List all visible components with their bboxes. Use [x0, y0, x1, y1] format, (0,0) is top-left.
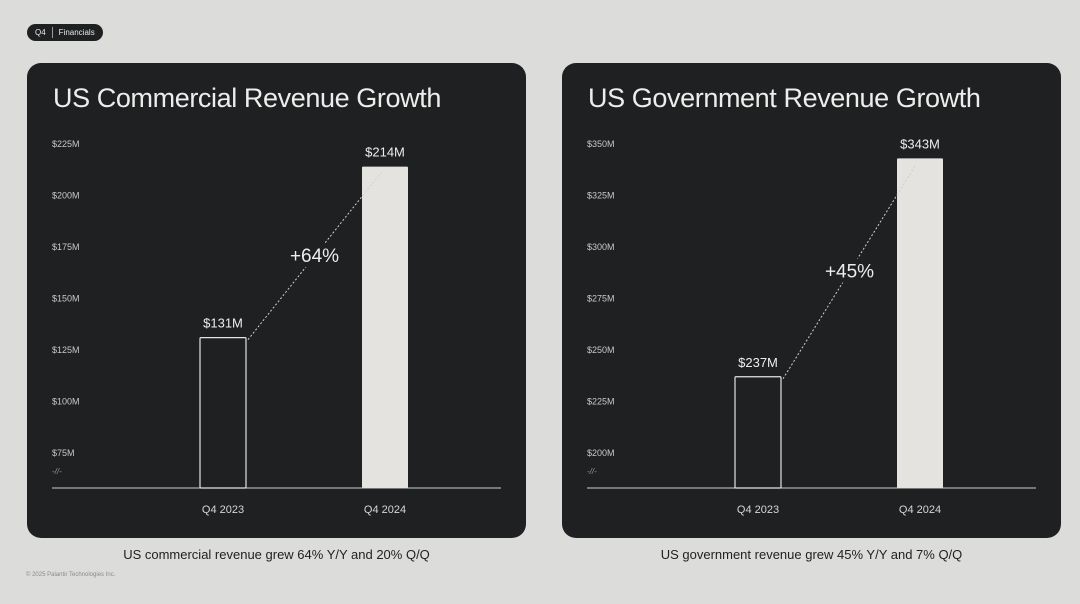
y-tick-label: $325M: [587, 191, 615, 201]
growth-label-backdrop: [284, 243, 345, 268]
copyright-text: © 2025 Palantir Technologies Inc.: [26, 572, 116, 578]
chart-government: $200M $225M $250M $275M $300M $325M $350M -//- $…: [587, 136, 1036, 516]
y-tick-label: $275M: [587, 294, 615, 304]
caption-commercial: US commercial revenue grew 64% Y/Y and 2…: [123, 547, 430, 562]
y-tick-label: $250M: [587, 345, 615, 355]
chart-title: US Government Revenue Growth: [588, 83, 981, 113]
y-tick-label: $75M: [52, 448, 75, 458]
growth-percentage-label: +45%: [825, 262, 874, 283]
y-tick-label: $350M: [587, 139, 615, 149]
bar-q4-2024: [897, 158, 943, 489]
axis-break-mark: -//-: [587, 467, 597, 476]
y-tick-label: $200M: [587, 448, 615, 458]
bar-value-label: $237M: [738, 355, 778, 370]
y-tick-label: $225M: [52, 139, 80, 149]
y-tick-label: $175M: [52, 242, 80, 252]
x-tick-label: Q4 2023: [737, 504, 779, 516]
section-tag: Q4 Financials: [27, 24, 103, 41]
bar-q4-2023: [199, 337, 247, 489]
y-tick-label: $100M: [52, 397, 80, 407]
growth-connector-line: [247, 172, 382, 340]
caption-government: US government revenue grew 45% Y/Y and 7…: [660, 547, 963, 562]
chart-commercial: $75M $100M $125M $150M $175M $200M $225M -//- $1…: [52, 139, 501, 516]
x-tick-label: Q4 2023: [202, 504, 244, 516]
chart-card-government: US Government Revenue Growth $200M $225M $…: [562, 63, 1061, 538]
axis-break-mark: -//-: [52, 467, 62, 476]
growth-percentage-label: +64%: [290, 246, 339, 267]
y-tick-label: $150M: [52, 294, 80, 304]
growth-label-backdrop: [819, 258, 880, 283]
y-tick-label: $125M: [52, 345, 80, 355]
bar-value-label: $343M: [900, 136, 940, 151]
chart-title: US Commercial Revenue Growth: [53, 83, 441, 113]
bar-q4-2023: [734, 376, 782, 489]
chart-card-commercial: US Commercial Revenue Growth $75M $100M $1…: [27, 63, 526, 538]
section-label: Financials: [58, 28, 95, 37]
y-tick-label: $225M: [587, 397, 615, 407]
x-tick-label: Q4 2024: [364, 504, 406, 516]
quarter-label: Q4: [35, 28, 46, 37]
bar-value-label: $214M: [365, 145, 405, 160]
bar-value-label: $131M: [203, 316, 243, 331]
tag-divider: [51, 27, 53, 38]
bar-q4-2024: [362, 166, 408, 488]
x-tick-label: Q4 2024: [899, 504, 941, 516]
y-tick-label: $300M: [587, 242, 615, 252]
y-tick-label: $200M: [52, 191, 80, 201]
